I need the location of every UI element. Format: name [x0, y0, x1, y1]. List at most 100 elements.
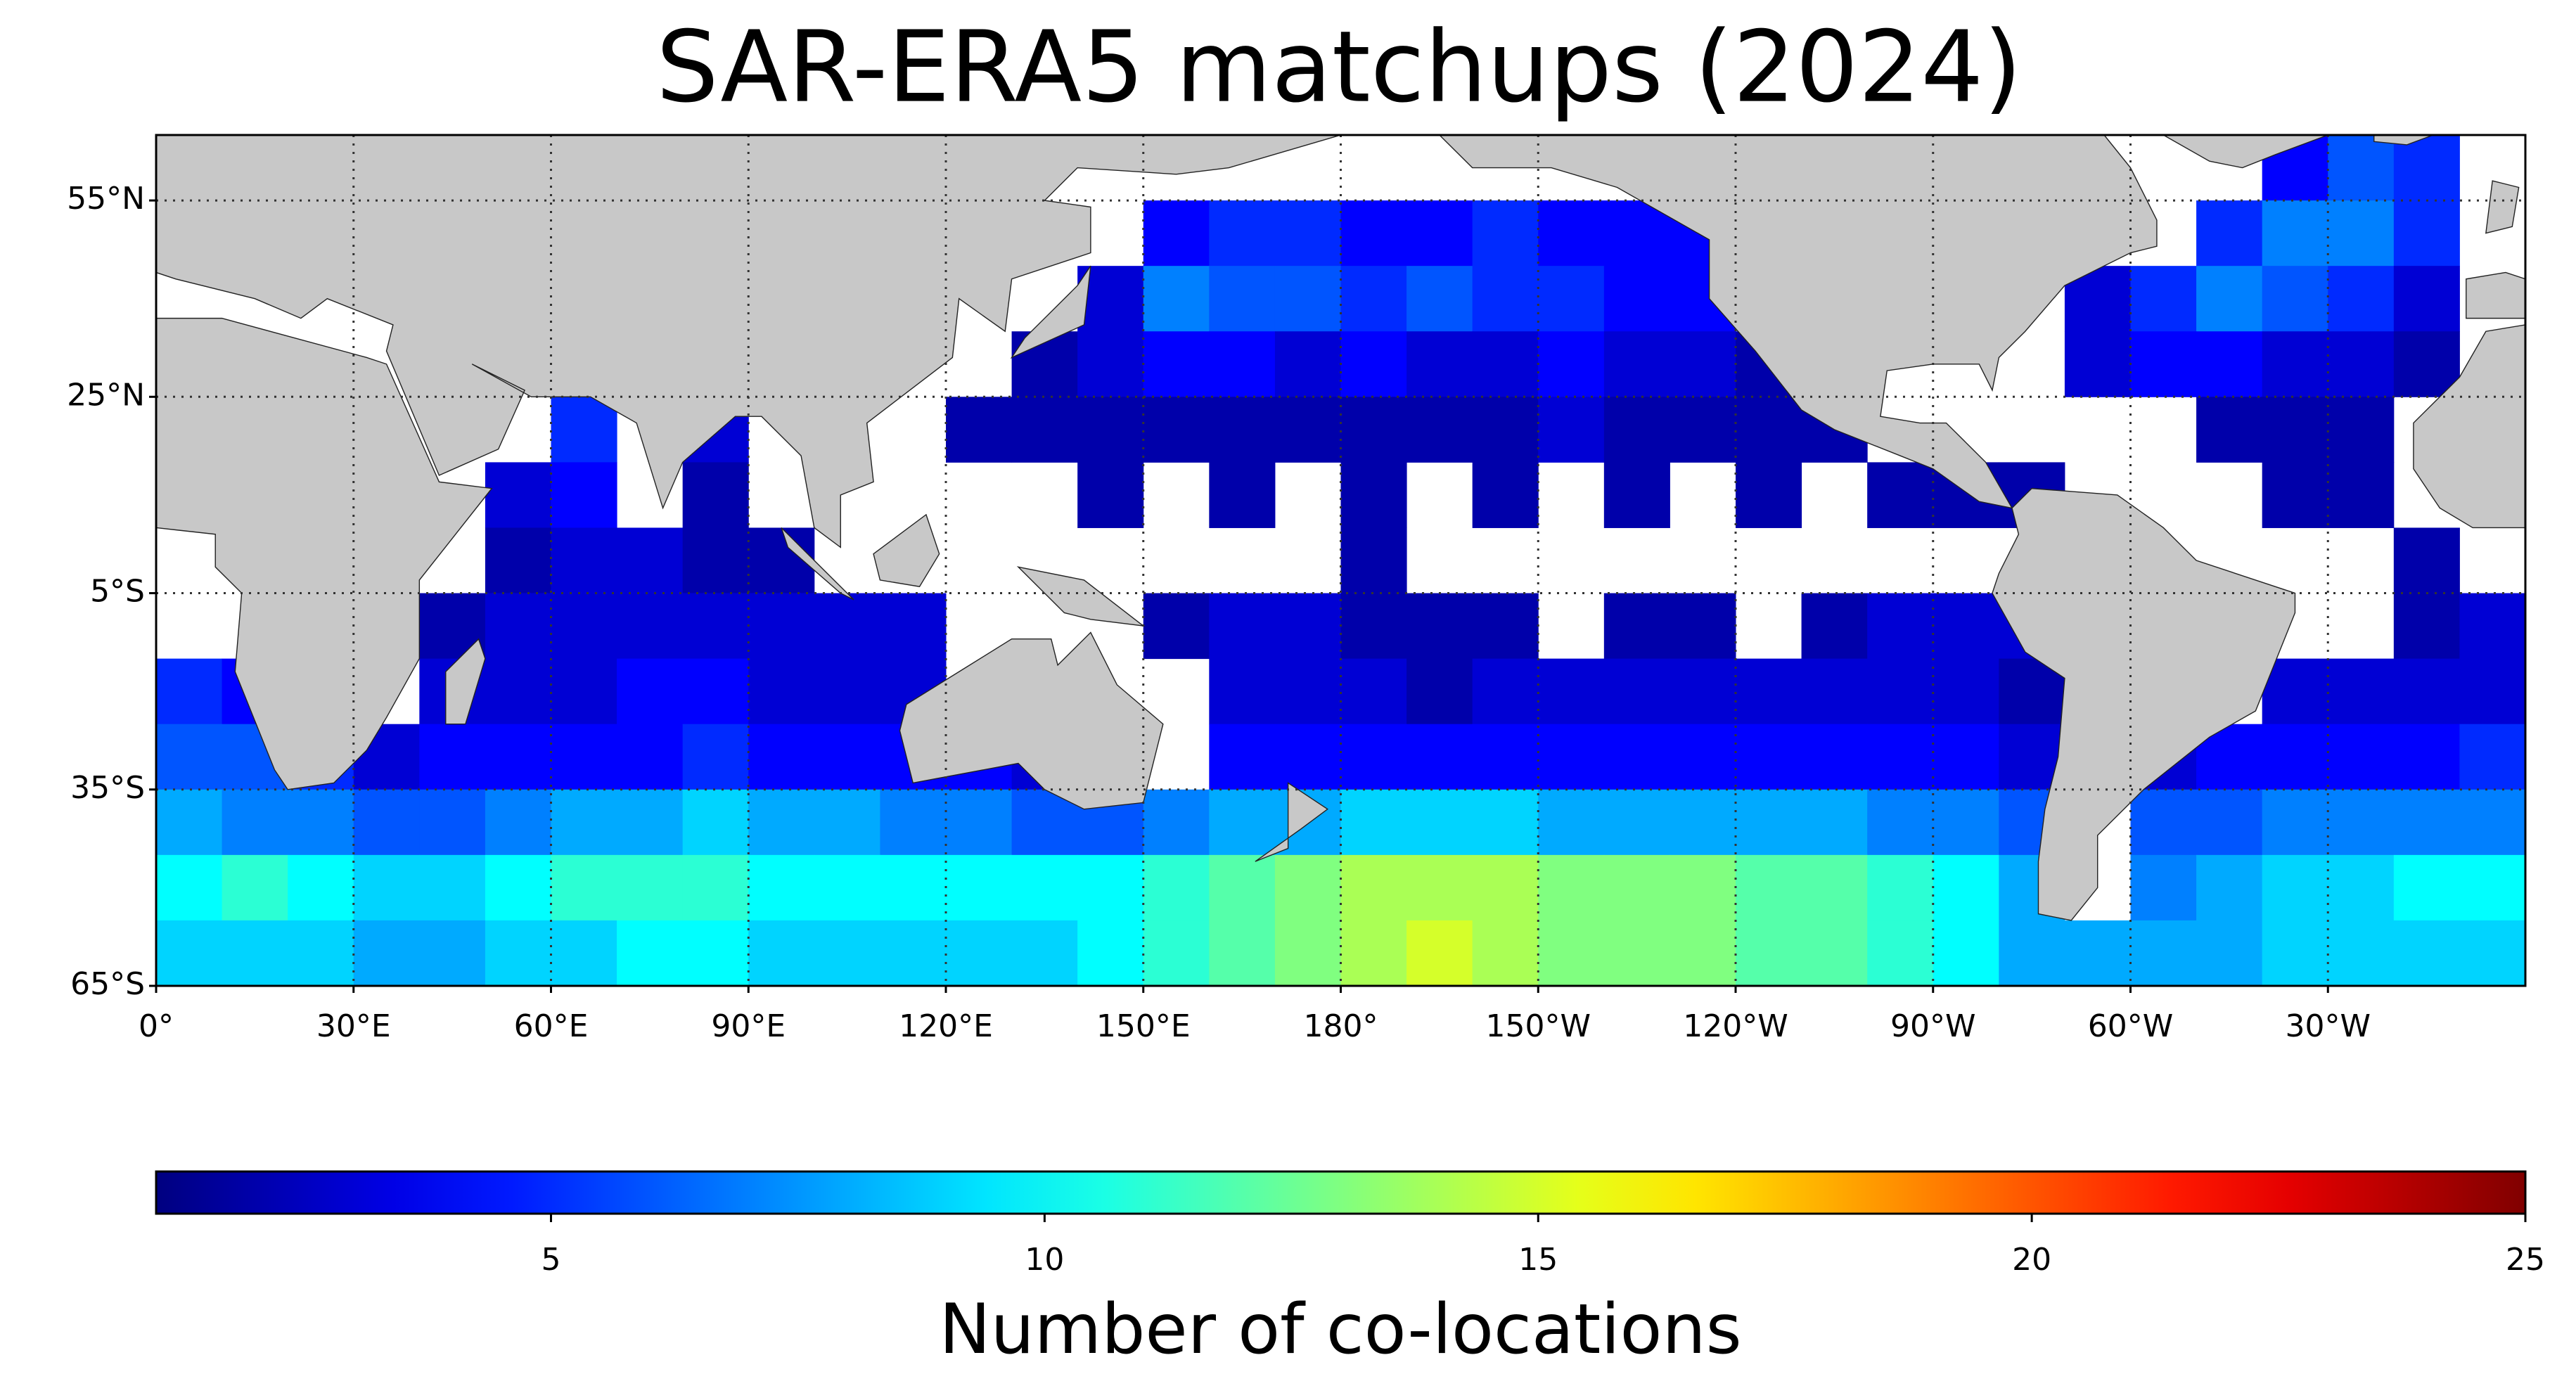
heatmap-cell [1999, 920, 2065, 987]
heatmap-cell [1077, 331, 1144, 397]
heatmap-cell [1736, 789, 1802, 856]
heatmap-cell [2393, 724, 2460, 790]
heatmap-cell [1867, 593, 1934, 660]
heatmap-cell [1801, 593, 1868, 660]
x-tick-label: 60°E [514, 1008, 589, 1044]
heatmap-cell [551, 854, 617, 921]
south-america [1992, 489, 2295, 920]
heatmap-cell [1011, 397, 1078, 463]
australia [899, 632, 1162, 809]
heatmap-cell [2262, 462, 2328, 528]
heatmap-cell [2262, 266, 2328, 332]
heatmap-cell [2393, 658, 2460, 725]
heatmap-cell [2393, 200, 2460, 267]
heatmap-cell [617, 854, 684, 921]
heatmap-cell [1209, 789, 1276, 856]
heatmap-cell [1340, 658, 1407, 725]
heatmap-cell [1867, 789, 1934, 856]
heatmap-cell [880, 920, 947, 987]
heatmap-cell [2459, 920, 2526, 987]
heatmap-cell [2459, 593, 2526, 660]
heatmap-cell [2393, 135, 2460, 201]
heatmap-cell [1274, 854, 1341, 921]
colorbar [155, 1170, 2527, 1215]
heatmap-cell [682, 658, 749, 725]
heatmap-cell [1340, 331, 1407, 397]
heatmap-cell [2459, 658, 2526, 725]
heatmap-cell [682, 593, 749, 660]
heatmap-cell [1801, 658, 1868, 725]
heatmap-cell [682, 462, 749, 528]
heatmap-cell [1143, 200, 1210, 267]
heatmap-cell [1340, 462, 1407, 528]
heatmap-cell [2393, 266, 2460, 332]
iceland [2374, 135, 2433, 145]
heatmap-cell [1670, 331, 1736, 397]
heatmap-cell [1801, 789, 1868, 856]
heatmap-cell [1472, 462, 1539, 528]
heatmap-cell [222, 789, 288, 856]
heatmap-cell [1603, 266, 1670, 332]
heatmap-cell [1538, 266, 1605, 332]
heatmap-cell [682, 854, 749, 921]
japan [1012, 266, 1091, 357]
heatmap-cell [682, 724, 749, 790]
heatmap-cell [551, 920, 617, 987]
heatmap-cell [814, 920, 880, 987]
heatmap-cell [1933, 658, 1999, 725]
heatmap-cell [1472, 266, 1539, 332]
heatmap-cell [1209, 266, 1276, 332]
heatmap-cell [2328, 200, 2395, 267]
heatmap-cell [2130, 331, 2197, 397]
heatmap-cell [2262, 920, 2328, 987]
heatmap-cell [1472, 200, 1539, 267]
heatmap-cell [1736, 724, 1802, 790]
heatmap-cell [1011, 854, 1078, 921]
heatmap-cell [485, 854, 551, 921]
heatmap-cell [2262, 200, 2328, 267]
heatmap-cell [1406, 724, 1473, 790]
heatmap-cell [617, 593, 684, 660]
heatmap-cell [1340, 397, 1407, 463]
heatmap-cell [2196, 789, 2263, 856]
heatmap-cell [1933, 920, 1999, 987]
heatmap-cell [156, 789, 223, 856]
heatmap-cell [1736, 658, 1802, 725]
y-tick-label: 65°S [70, 966, 145, 1002]
heatmap-cell [1340, 789, 1407, 856]
heatmap-cell [2196, 331, 2263, 397]
heatmap-cell [1603, 920, 1670, 987]
heatmap-cell [1472, 724, 1539, 790]
chart-title: SAR-ERA5 matchups (2024) [656, 11, 2022, 125]
heatmap-cell [2196, 854, 2263, 921]
y-tick-label: 25°N [67, 377, 145, 413]
iberia [2466, 272, 2525, 318]
heatmap-cell [748, 789, 815, 856]
x-tick-label: 120°E [899, 1008, 993, 1044]
land-layer [156, 135, 2525, 920]
north-america [1440, 135, 2157, 508]
heatmap-cell [1670, 658, 1736, 725]
heatmap-cell [1406, 854, 1473, 921]
heatmap-cell [748, 593, 815, 660]
heatmap-cell [156, 920, 223, 987]
heatmap-cell [1538, 724, 1605, 790]
heatmap-cell [748, 854, 815, 921]
heatmap-cell [682, 920, 749, 987]
x-tick-label: 150°E [1096, 1008, 1191, 1044]
heatmap-cell [551, 397, 617, 463]
heatmap-cell [419, 789, 486, 856]
heatmap-cell [2328, 331, 2395, 397]
heatmap-cell [1406, 266, 1473, 332]
x-tick-label: 0° [139, 1008, 174, 1044]
heatmap-cell [1143, 331, 1210, 397]
heatmap-cell [1406, 920, 1473, 987]
heatmap-cell [222, 854, 288, 921]
heatmap-cell [2393, 920, 2460, 987]
heatmap-cell [419, 724, 486, 790]
heatmap-cell [2393, 331, 2460, 397]
heatmap-cell [419, 854, 486, 921]
heatmap-cell [2262, 854, 2328, 921]
